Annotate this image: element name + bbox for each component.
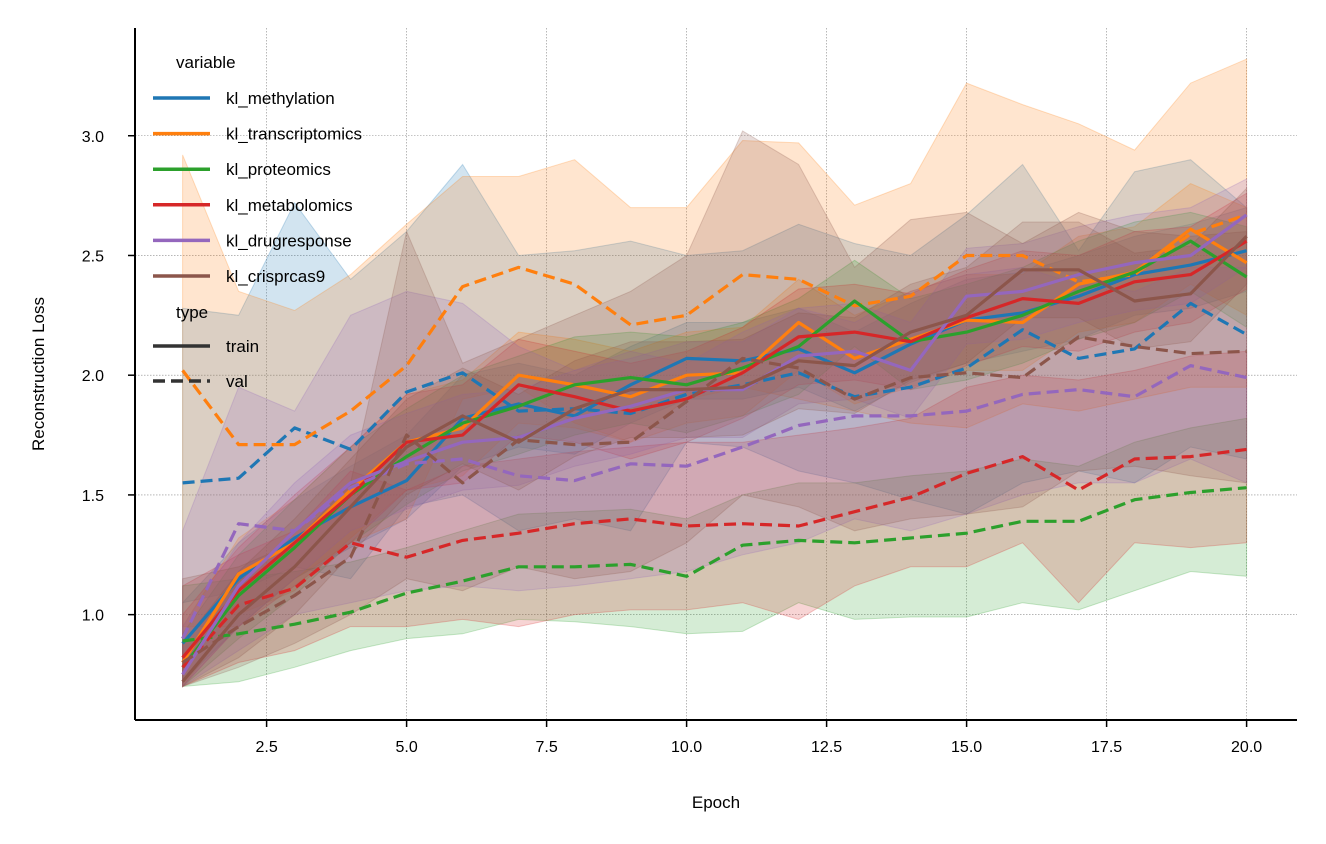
legend-title-variable: variable: [176, 53, 236, 72]
legend-entry-train: train: [226, 337, 259, 356]
x-tick-label: 5.0: [395, 739, 417, 756]
y-tick-label: 1.0: [82, 608, 104, 625]
legend-entry-kl_proteomics: kl_proteomics: [226, 160, 331, 179]
kl_metabolomics-val-band: [182, 350, 1248, 688]
y-tick-label: 3.0: [82, 129, 104, 146]
grid: [135, 28, 1297, 720]
kl_proteomics-train-band: [182, 211, 1248, 688]
x-tick-label: 7.5: [535, 739, 557, 756]
kl_methylation-train-line: [181, 249, 1247, 645]
kl_drugresponse-val-line: [181, 364, 1247, 640]
kl_proteomics-train-line: [181, 239, 1248, 669]
y-axis-label: Reconstruction Loss: [29, 297, 48, 451]
legend-title-type: type: [176, 303, 208, 322]
legend-entry-kl_drugresponse: kl_drugresponse: [226, 231, 352, 250]
legend-entry-val: val: [226, 372, 248, 391]
axes: 2.5 5.0 7.5 10.0 12.5 15.0 17.5 20.0 1.0 1.5 2.0 2.…: [82, 28, 1297, 756]
y-tick-label: 1.5: [82, 488, 104, 505]
x-tick-label: 10.0: [671, 739, 702, 756]
x-tick-label: 2.5: [255, 739, 277, 756]
kl_metabolomics-train-line: [181, 239, 1248, 659]
kl_metabolomics-train-band: [182, 192, 1248, 688]
legend-entry-kl_crisprcas9: kl_crisprcas9: [226, 267, 325, 286]
kl_proteomics-val-line: [182, 486, 1247, 643]
y-tick-label: 2.5: [82, 248, 104, 265]
legend: variable kl_methylation kl_transcriptomics…: [153, 53, 362, 391]
kl_crisprcas9-val-band: [182, 130, 1248, 688]
legend-entry-kl_metabolomics: kl_metabolomics: [226, 196, 353, 215]
x-tick-label: 20.0: [1231, 739, 1262, 756]
y-tick-label: 2.0: [82, 368, 104, 385]
x-tick-label: 15.0: [951, 739, 982, 756]
kl_metabolomics-val-line: [181, 447, 1247, 669]
kl_crisprcas9-train-line: [181, 235, 1248, 683]
kl_transcriptomics-train-line: [181, 227, 1248, 664]
series-lines: [181, 213, 1248, 683]
kl_crisprcas9-val-line: [181, 335, 1247, 664]
x-tick-label: 17.5: [1091, 739, 1122, 756]
legend-entry-kl_transcriptomics: kl_transcriptomics: [226, 125, 362, 144]
kl_proteomics-val-band: [182, 417, 1248, 688]
legend-entry-kl_methylation: kl_methylation: [226, 89, 335, 108]
kl_drugresponse-val-band: [182, 266, 1248, 688]
x-axis-label: Epoch: [692, 793, 740, 812]
x-tick-label: 12.5: [811, 739, 842, 756]
